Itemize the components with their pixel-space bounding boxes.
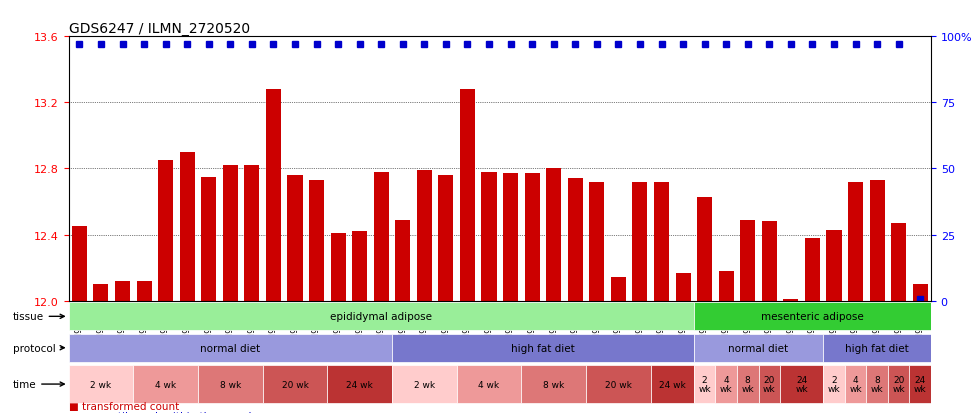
Text: 20 wk: 20 wk <box>281 380 309 389</box>
Text: 24
wk: 24 wk <box>796 375 808 393</box>
Text: 4 wk: 4 wk <box>478 380 500 389</box>
Bar <box>395 220 411 301</box>
Text: epididymal adipose: epididymal adipose <box>330 311 432 322</box>
Bar <box>912 285 928 301</box>
Bar <box>72 227 87 301</box>
Bar <box>373 172 389 301</box>
Text: normal diet: normal diet <box>728 343 789 353</box>
Bar <box>567 179 583 301</box>
Bar <box>503 174 518 301</box>
Bar <box>611 278 626 301</box>
Text: GDS6247 / ILMN_2720520: GDS6247 / ILMN_2720520 <box>69 22 250 36</box>
FancyBboxPatch shape <box>909 366 931 403</box>
Text: 4 wk: 4 wk <box>155 380 176 389</box>
FancyBboxPatch shape <box>521 366 586 403</box>
Bar <box>115 281 130 301</box>
Text: 20 wk: 20 wk <box>605 380 632 389</box>
Bar <box>201 177 217 301</box>
Text: 20
wk: 20 wk <box>893 375 905 393</box>
Text: ■ transformed count: ■ transformed count <box>69 401 178 411</box>
Bar <box>460 90 475 301</box>
Text: 8
wk: 8 wk <box>742 375 754 393</box>
Text: 8 wk: 8 wk <box>220 380 241 389</box>
Text: 8 wk: 8 wk <box>543 380 564 389</box>
Text: 24 wk: 24 wk <box>659 380 686 389</box>
Bar <box>740 220 756 301</box>
FancyBboxPatch shape <box>715 366 737 403</box>
Text: mesenteric adipose: mesenteric adipose <box>761 311 863 322</box>
Bar <box>416 171 432 301</box>
Text: 24 wk: 24 wk <box>346 380 373 389</box>
FancyBboxPatch shape <box>586 366 651 403</box>
Bar <box>848 182 863 301</box>
Bar <box>309 180 324 301</box>
Bar <box>675 273 691 301</box>
FancyBboxPatch shape <box>327 366 392 403</box>
Text: 2 wk: 2 wk <box>90 380 112 389</box>
FancyBboxPatch shape <box>392 334 694 362</box>
FancyBboxPatch shape <box>694 302 931 331</box>
Text: 24
wk: 24 wk <box>914 375 926 393</box>
Bar <box>891 223 907 301</box>
Text: tissue: tissue <box>13 311 65 322</box>
Text: time: time <box>13 379 65 389</box>
Bar <box>805 238 820 301</box>
Bar <box>179 152 195 301</box>
Bar <box>589 182 605 301</box>
Text: 20
wk: 20 wk <box>763 375 775 393</box>
FancyBboxPatch shape <box>694 334 823 362</box>
FancyBboxPatch shape <box>780 366 823 403</box>
Bar <box>697 197 712 301</box>
FancyBboxPatch shape <box>888 366 909 403</box>
Bar <box>654 182 669 301</box>
Text: 2
wk: 2 wk <box>828 375 840 393</box>
Text: 8
wk: 8 wk <box>871 375 883 393</box>
Bar <box>330 233 346 301</box>
FancyBboxPatch shape <box>69 334 392 362</box>
FancyBboxPatch shape <box>759 366 780 403</box>
Bar <box>136 281 152 301</box>
FancyBboxPatch shape <box>694 366 715 403</box>
Bar <box>546 169 562 301</box>
Bar <box>783 299 799 301</box>
Text: high fat diet: high fat diet <box>845 343 909 353</box>
FancyBboxPatch shape <box>866 366 888 403</box>
FancyBboxPatch shape <box>651 366 694 403</box>
Bar <box>352 232 368 301</box>
Bar <box>438 176 454 301</box>
Bar <box>761 222 777 301</box>
Bar <box>222 166 238 301</box>
FancyBboxPatch shape <box>823 366 845 403</box>
Bar <box>93 285 109 301</box>
Bar <box>481 172 497 301</box>
Text: normal diet: normal diet <box>200 343 261 353</box>
Text: 4
wk: 4 wk <box>850 375 861 393</box>
FancyBboxPatch shape <box>133 366 198 403</box>
FancyBboxPatch shape <box>198 366 263 403</box>
Text: ■ percentile rank within the sample: ■ percentile rank within the sample <box>69 411 258 413</box>
Bar <box>718 271 734 301</box>
Bar <box>287 176 303 301</box>
Text: protocol: protocol <box>13 343 65 353</box>
Text: 2
wk: 2 wk <box>699 375 710 393</box>
Bar <box>524 174 540 301</box>
FancyBboxPatch shape <box>392 366 457 403</box>
FancyBboxPatch shape <box>845 366 866 403</box>
FancyBboxPatch shape <box>737 366 759 403</box>
FancyBboxPatch shape <box>457 366 521 403</box>
Text: 4
wk: 4 wk <box>720 375 732 393</box>
Text: high fat diet: high fat diet <box>511 343 575 353</box>
FancyBboxPatch shape <box>69 302 694 331</box>
Bar <box>244 166 260 301</box>
Bar <box>869 180 885 301</box>
FancyBboxPatch shape <box>69 366 133 403</box>
Bar <box>158 161 173 301</box>
Bar <box>826 230 842 301</box>
FancyBboxPatch shape <box>263 366 327 403</box>
Text: 2 wk: 2 wk <box>414 380 435 389</box>
FancyBboxPatch shape <box>823 334 931 362</box>
Bar <box>266 90 281 301</box>
Bar <box>632 182 648 301</box>
